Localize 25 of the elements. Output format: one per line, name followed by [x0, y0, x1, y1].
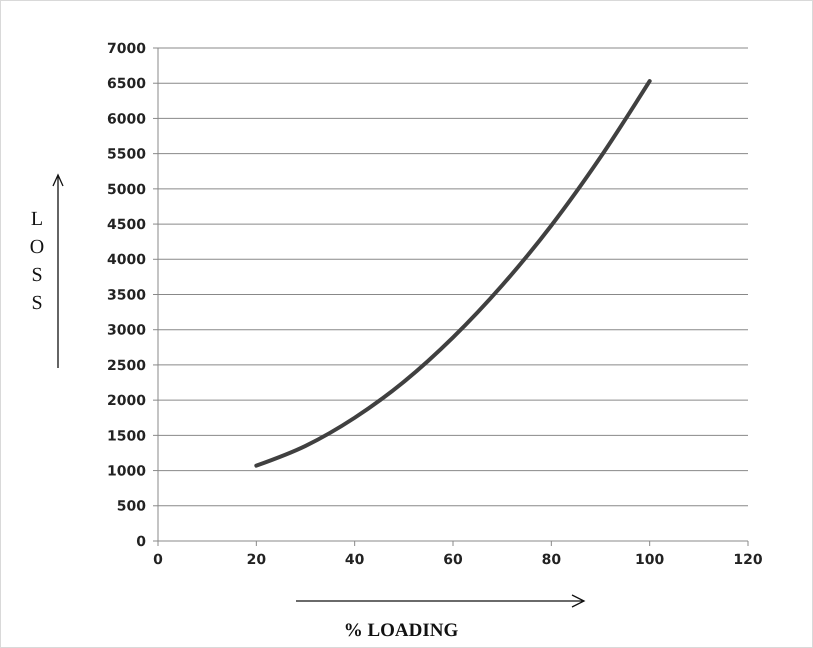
x-tick-label: 80	[542, 552, 562, 568]
y-tick-label: 3500	[107, 287, 146, 304]
x-tick-label: 100	[635, 552, 665, 568]
y-tick-label: 4500	[107, 216, 146, 233]
y-tick-label: 2000	[107, 393, 146, 410]
x-tick-label: 60	[443, 552, 463, 568]
y-tick-label: 0	[136, 534, 146, 550]
y-tick-label: 3000	[107, 322, 146, 339]
y-tick-label: 6500	[107, 76, 146, 92]
y-tick-label: 1000	[107, 463, 146, 480]
x-tick-label: 120	[733, 552, 763, 568]
y-tick-label: 1500	[107, 428, 146, 444]
y-tick-label: 7000	[107, 40, 146, 57]
y-tick-label: 5000	[107, 182, 146, 198]
y-tick-label: 5500	[107, 146, 146, 163]
x-tick-label: 20	[246, 552, 266, 568]
line-series	[254, 79, 652, 468]
x-axis-title: % LOADING	[344, 620, 458, 641]
y-tick-label: 500	[116, 498, 146, 515]
x-tick-label: 0	[153, 552, 164, 568]
y-tick-label: 6000	[107, 111, 146, 128]
y-tick-label: 2500	[107, 358, 146, 374]
y-axis-title: LOSS	[30, 208, 44, 314]
x-tick-label: 40	[344, 552, 365, 568]
y-tick-label: 4000	[107, 252, 146, 268]
